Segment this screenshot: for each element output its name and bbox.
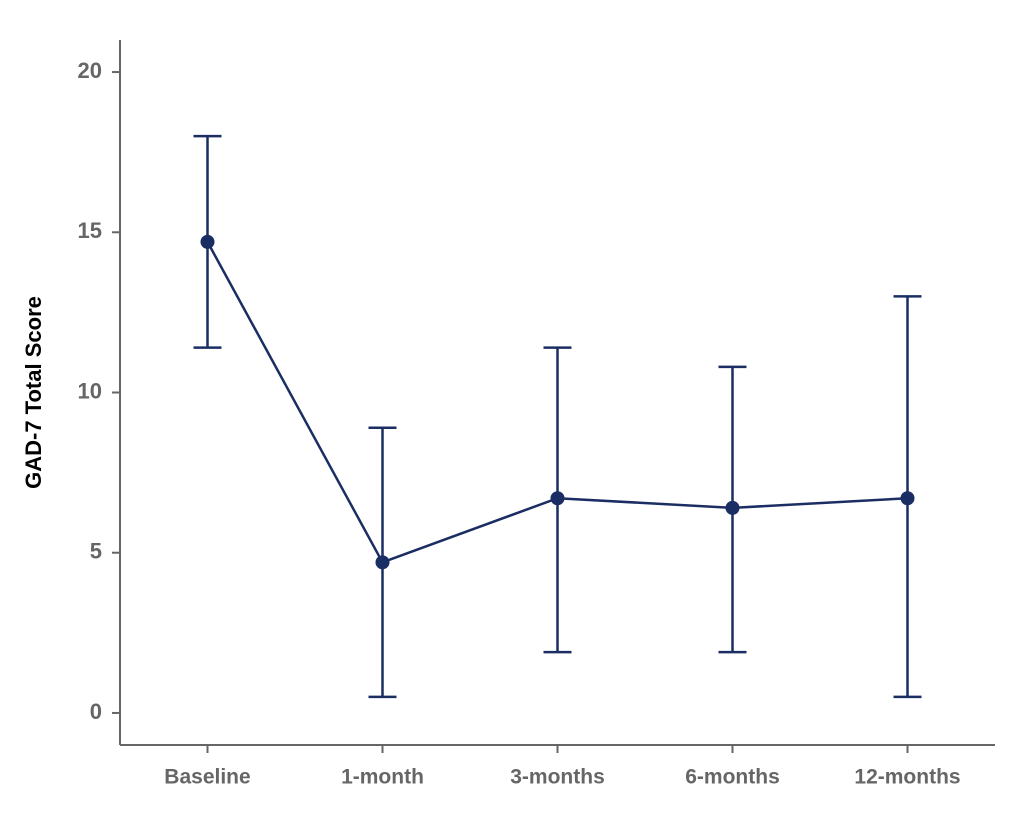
x-tick-label: 6-months <box>685 766 780 789</box>
x-tick-label: 3-months <box>510 766 605 789</box>
y-tick-label: 15 <box>78 218 102 243</box>
y-tick-label: 0 <box>90 699 102 724</box>
data-point <box>201 235 215 249</box>
line-error-chart: 0 5 10 15 20 GAD-7 Total Score Baseline 1-month… <box>0 0 1024 825</box>
x-tick-label: 12-months <box>854 766 960 789</box>
chart-container: 0 5 10 15 20 GAD-7 Total Score Baseline 1-month… <box>0 0 1024 825</box>
x-tick-label: Baseline <box>164 766 250 789</box>
y-tick-label: 5 <box>90 539 102 564</box>
data-point <box>551 491 565 505</box>
data-point <box>376 555 390 569</box>
y-tick-label: 10 <box>78 378 102 403</box>
x-tick-label: 1-month <box>341 766 424 789</box>
data-point <box>726 501 740 515</box>
y-axis-title: GAD-7 Total Score <box>21 296 46 489</box>
data-point <box>901 491 915 505</box>
y-tick-label: 20 <box>78 58 102 83</box>
